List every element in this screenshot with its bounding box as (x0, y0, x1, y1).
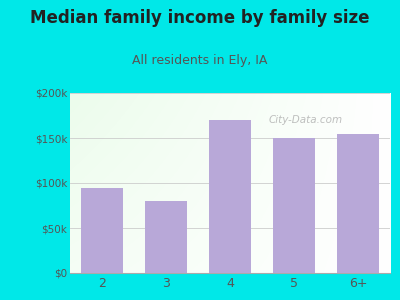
Bar (209, 120, 251, 273)
Text: City-Data.com: City-Data.com (268, 115, 342, 125)
Bar (81, 188, 123, 273)
Text: Median family income by family size: Median family income by family size (30, 9, 370, 27)
Bar (273, 138, 315, 273)
Text: All residents in Ely, IA: All residents in Ely, IA (132, 54, 268, 67)
Bar (145, 201, 187, 273)
Bar (337, 134, 379, 273)
